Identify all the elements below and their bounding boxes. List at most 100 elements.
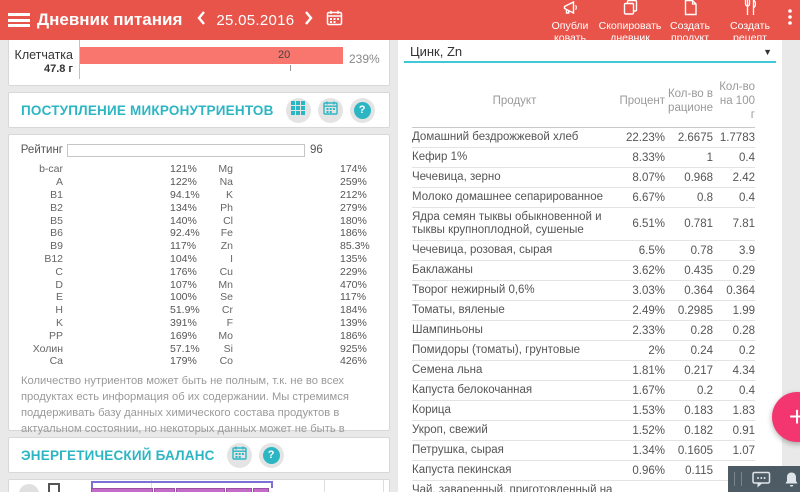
product-percent: 1.52% <box>632 424 665 437</box>
create-product-button[interactable]: Создать продукт <box>660 0 720 44</box>
product-amount-in-ration: 0.28 <box>690 324 713 337</box>
micronutrients-chart-card: Рейтинг 96 b-car 121% A 122% B1 94.1% B2… <box>8 134 390 451</box>
micronutrients-title: ПОСТУПЛЕНИЕ МИКРОНУТРИЕНТОВ <box>21 102 274 118</box>
chevron-right-icon <box>304 10 314 31</box>
next-day-button[interactable] <box>304 10 314 31</box>
nutrient-label: I <box>230 252 233 265</box>
nutrient-bar-track <box>67 228 165 238</box>
energy-help-button[interactable]: ? <box>258 442 284 468</box>
table-row[interactable]: Чечевица, зерно 8.07% 0.968 2.42 <box>412 168 755 188</box>
nutrient-bar-row: Se 117% <box>209 291 379 304</box>
gridline <box>151 480 152 492</box>
nutrient-percent: 186% <box>340 329 367 342</box>
table-row[interactable]: Ядра семян тыквы обыкновенной и тыквы кр… <box>412 208 755 241</box>
nutrient-bar-row: Mo 186% <box>209 329 379 342</box>
nutrient-percent: 391% <box>170 316 197 329</box>
table-row[interactable]: Петрушка, сырая 1.34% 0.1605 1.07 <box>412 441 755 461</box>
product-amount-in-ration: 0.435 <box>684 264 713 277</box>
table-row[interactable]: Корица 1.53% 0.183 1.83 <box>412 401 755 421</box>
table-row[interactable]: Капуста белокочанная 1.67% 0.2 0.4 <box>412 381 755 401</box>
nutrient-label: B2 <box>50 201 63 214</box>
energy-balance-title: ЭНЕРГЕТИЧЕСКИЙ БАЛАНС <box>21 447 215 463</box>
chat-icon[interactable] <box>752 471 771 488</box>
nutrient-label: Mo <box>218 329 233 342</box>
table-row[interactable]: Капуста пекинская 0.96% 0.115 <box>412 461 755 481</box>
calendar-view-button[interactable] <box>317 97 343 123</box>
nutrient-bar-row: H 51.9% <box>19 304 209 317</box>
table-row[interactable]: Помидоры (томаты), грунтовые 2% 0.24 0.2 <box>412 341 755 361</box>
more-menu-icon[interactable] <box>782 7 798 27</box>
nutrient-bar-row: B6 92.4% <box>19 227 209 240</box>
nutrient-bar-track <box>237 241 335 251</box>
table-row[interactable]: Кефир 1% 8.33% 1 0.4 <box>412 148 755 168</box>
date-picker-button[interactable] <box>326 10 343 31</box>
table-row[interactable]: Семена льна 1.81% 0.217 4.34 <box>412 361 755 381</box>
menu-icon[interactable] <box>8 11 30 30</box>
nutrient-bar-track <box>67 305 165 315</box>
nutrient-percent: 186% <box>340 227 367 240</box>
nutrient-label: E <box>55 291 63 304</box>
nutrient-bar-row: K 212% <box>209 189 379 202</box>
product-amount-in-ration: 0.2985 <box>677 304 713 317</box>
product-name: Молоко домашнее сепарированное <box>412 191 604 203</box>
table-row[interactable]: Чечевица, розовая, сырая 6.5% 0.78 3.9 <box>412 241 755 261</box>
bell-icon[interactable] <box>784 471 799 488</box>
nutrient-bar-row: B12 104% <box>19 253 209 266</box>
nutrient-label: Si <box>223 342 233 355</box>
table-row[interactable]: Шампиньоны 2.33% 0.28 0.28 <box>412 321 755 341</box>
table-row[interactable]: Творог нежирный 0,6% 3.03% 0.364 0.364 <box>412 281 755 301</box>
nutrient-percent: 107% <box>170 278 197 291</box>
nutrient-bar-track <box>237 292 335 302</box>
dock-grip[interactable] <box>734 472 742 486</box>
product-amount-in-ration: 0.115 <box>685 464 713 477</box>
copy-diary-button[interactable]: Скопировать дневник <box>598 0 662 44</box>
micronutrients-help-button[interactable]: ? <box>349 97 375 123</box>
table-row[interactable]: Чай, заваренный, приготовленный на <box>412 481 755 492</box>
nutrient-bar-track <box>237 305 335 315</box>
nutrient-percent: 85.3% <box>340 240 370 253</box>
nutrient-sources-panel: Цинк, Zn ▼ Продукт Процент Кол-во в раци… <box>398 0 782 492</box>
nutrient-bar-track <box>67 216 165 226</box>
copy-icon <box>622 0 639 21</box>
nutrient-select[interactable]: Цинк, Zn ▼ <box>404 43 776 63</box>
nutrient-select-value: Цинк, Zn <box>410 44 463 59</box>
product-percent: 2.49% <box>632 304 665 317</box>
nutrient-bar-track <box>237 318 335 328</box>
nutrient-bar-track <box>67 164 165 174</box>
table-row[interactable]: Томаты, вяленые 2.49% 0.2985 1.99 <box>412 301 755 321</box>
nutrient-bar-row: E 100% <box>19 291 209 304</box>
app-bar-actions: Опубли ковать Скопировать дневник Создат… <box>540 0 800 44</box>
product-percent: 8.07% <box>632 171 665 184</box>
table-row[interactable]: Укроп, свежий 1.52% 0.182 0.91 <box>412 421 755 441</box>
product-amount-in-ration: 0.8 <box>697 191 713 204</box>
energy-calendar-button[interactable] <box>226 442 252 468</box>
table-view-button[interactable] <box>285 97 311 123</box>
product-percent: 1.67% <box>632 384 665 397</box>
prev-day-button[interactable] <box>196 10 206 31</box>
nutrient-label: Na <box>219 176 233 189</box>
nutrient-label: PP <box>48 329 63 342</box>
nutrient-bar-row: Na 259% <box>209 176 379 189</box>
energy-segment <box>176 488 225 492</box>
nutrient-bar-row: Холин 57.1% <box>19 342 209 355</box>
nutrient-percent: 179% <box>170 355 197 368</box>
nutrient-label: Co <box>219 355 233 368</box>
chevron-left-icon <box>196 10 206 31</box>
nutrient-bar-row: K 391% <box>19 317 209 330</box>
nutrient-bar-track <box>67 190 165 200</box>
nutrient-percent: 135% <box>340 252 367 265</box>
nutrient-label: B12 <box>44 252 63 265</box>
nutrient-percent: 925% <box>340 342 367 355</box>
nutrient-label: Cu <box>219 265 233 278</box>
nutrient-bar-row: Co 426% <box>209 355 379 368</box>
grid-icon <box>291 100 306 120</box>
product-amount-per-100g: 7.81 <box>732 218 755 230</box>
action-label: Скопировать <box>598 20 662 33</box>
table-row[interactable]: Домашний бездрожжевой хлеб 22.23% 2.6675… <box>412 128 755 148</box>
publish-button[interactable]: Опубли ковать <box>540 0 600 44</box>
table-row[interactable]: Баклажаны 3.62% 0.435 0.29 <box>412 261 755 281</box>
table-row[interactable]: Молоко домашнее сепарированное 6.67% 0.8… <box>412 188 755 208</box>
nutrient-percent: 259% <box>340 176 367 189</box>
create-recipe-button[interactable]: Создать рецепт <box>720 0 780 44</box>
